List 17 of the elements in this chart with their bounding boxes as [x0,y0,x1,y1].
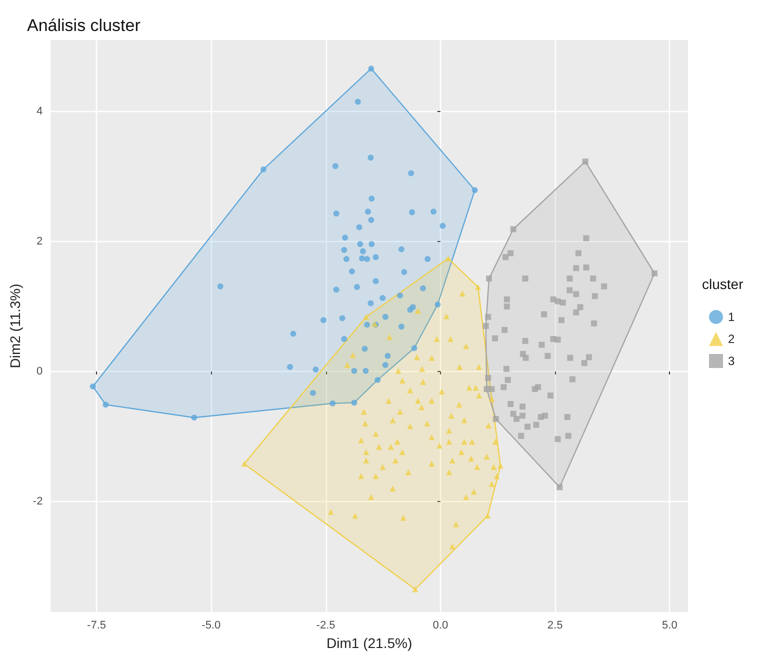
legend-label: 1 [728,310,735,324]
x-tick-label: -2.5 [316,620,336,632]
x-tick-label: 0.0 [432,620,448,632]
x-tick-label: -5.0 [202,620,221,632]
y-tick-label: 4 [36,106,43,118]
y-tick-label: 0 [36,366,43,378]
legend-title: cluster [702,276,744,292]
x-axis-title: Dim1 (21.5%) [326,634,412,651]
legend-label: 3 [728,354,735,368]
y-tick-label: -2 [32,496,43,508]
y-axis-title: Dim2 (11.3%) [7,284,23,368]
x-tick-label: 5.0 [662,620,678,632]
x-tick-label: 2.5 [547,620,563,632]
legend-label: 2 [728,332,735,346]
chart-title: Análisis cluster [27,16,141,35]
y-tick-label: 2 [36,236,43,248]
x-tick-label: -7.5 [87,620,106,632]
